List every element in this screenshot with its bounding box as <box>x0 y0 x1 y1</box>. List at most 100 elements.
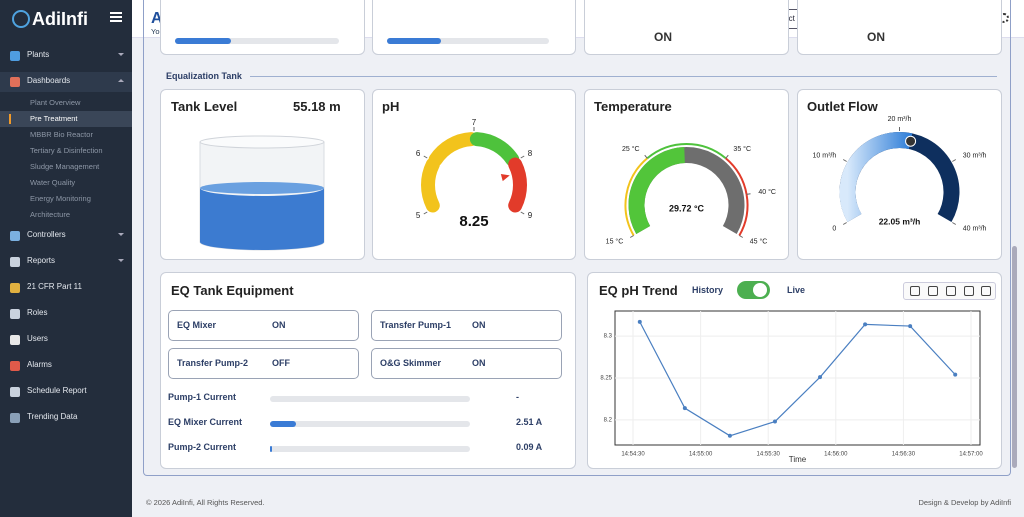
modebar-button[interactable] <box>928 286 938 296</box>
gauge-tick <box>842 222 847 225</box>
current-fill <box>270 421 296 427</box>
card-partial <box>372 0 576 55</box>
gauge-tick-label: 7 <box>472 118 477 127</box>
menu-item[interactable]: Controllers <box>27 230 66 239</box>
tank-rim <box>199 135 325 149</box>
equipment-name: Transfer Pump-2 <box>177 358 249 368</box>
menu-item[interactable]: Trending Data <box>27 412 78 421</box>
menu-item[interactable]: Schedule Report <box>27 386 87 395</box>
current-value: 0.09 A <box>516 442 543 452</box>
card-partial <box>584 0 789 55</box>
gauge-band <box>738 194 749 236</box>
submenu-item[interactable]: Water Quality <box>30 178 76 187</box>
card-partial <box>160 0 365 55</box>
gauge-value: 22.05 m³/h <box>879 216 921 226</box>
submenu-item[interactable]: Sludge Management <box>30 162 100 171</box>
graphic: 22.05 m³/h 0 10 m³/h 20 m³/h 30 m³/h 40 m³/h <box>813 116 987 233</box>
graphic <box>199 135 325 251</box>
modebar-button[interactable] <box>910 286 920 296</box>
current-track <box>270 446 470 452</box>
logo-icon <box>12 10 30 28</box>
gauge-tick <box>952 159 957 162</box>
equipment-box <box>371 348 562 379</box>
menu-item[interactable]: Plants <box>27 50 50 59</box>
menu-icon <box>10 283 20 293</box>
card <box>797 89 1002 260</box>
menu-item[interactable]: Dashboards <box>27 76 71 85</box>
card-title: pH <box>382 99 400 114</box>
menu-item[interactable]: Reports <box>27 256 56 265</box>
submenu-item[interactable]: Plant Overview <box>30 98 81 107</box>
current-value: - <box>516 392 519 402</box>
gauge-tick-label: 0 <box>832 225 836 232</box>
menu-icon <box>10 335 20 345</box>
gauge-band <box>725 157 748 195</box>
status: ON <box>654 30 672 44</box>
menu-caret <box>118 79 124 82</box>
gauge-tick-label: 30 m³/h <box>963 152 987 159</box>
equipment-box <box>371 310 562 341</box>
submenu-item[interactable]: Energy Monitoring <box>30 194 91 203</box>
menu-item[interactable]: Users <box>27 334 48 343</box>
modebar-button[interactable] <box>981 286 991 296</box>
card-partial <box>797 0 1002 55</box>
graphic: 8.25 5 6 7 8 9 <box>416 118 533 230</box>
footer-right: Design & Develop by AdiInfi <box>918 498 1011 507</box>
gauge-tick-label: 40 °C <box>758 188 776 196</box>
card-title: Tank Level <box>171 99 238 114</box>
menu-item[interactable]: Alarms <box>27 360 52 369</box>
modebar-button[interactable] <box>964 286 974 296</box>
tank-water <box>200 188 324 250</box>
footer-left: © 2026 AdiInfi, All Rights Reserved. <box>146 498 265 507</box>
menu-item[interactable]: Roles <box>27 308 48 317</box>
section-rule <box>250 76 997 77</box>
progress-track <box>175 38 339 44</box>
gauge-tick <box>842 159 847 162</box>
logo: AdiInfi <box>32 9 88 29</box>
current-name: EQ Mixer Current <box>168 417 243 427</box>
card <box>584 89 789 260</box>
current-name: Pump-2 Current <box>168 442 237 452</box>
gauge-value: 29.72 °C <box>669 203 705 213</box>
equipment-status: OFF <box>272 358 290 368</box>
menu-toggle[interactable] <box>110 12 122 14</box>
gauge-tick <box>520 155 525 159</box>
gauge-tick-label: 10 m³/h <box>813 152 837 159</box>
gauge-tick <box>725 154 729 159</box>
current-track <box>270 396 470 402</box>
card-title: EQ pH Trend <box>599 283 678 298</box>
gauge-tick-label: 40 m³/h <box>963 225 987 232</box>
current-value: 2.51 A <box>516 417 543 427</box>
submenu-item[interactable]: MBBR Bio Reactor <box>30 130 93 139</box>
gauge-tick <box>644 154 648 159</box>
gauge-tick-label: 15 °C <box>606 237 624 245</box>
modebar-button[interactable] <box>946 286 956 296</box>
gauge-tick <box>520 211 525 215</box>
toggle-label[interactable]: History <box>692 285 724 295</box>
gauge-tick <box>746 193 751 195</box>
progress-fill <box>175 38 231 44</box>
menu-item[interactable]: 21 CFR Part 11 <box>27 282 82 291</box>
gauge-tick-label: 6 <box>416 149 421 158</box>
card-title: Outlet Flow <box>807 99 878 114</box>
panel <box>143 0 1011 476</box>
status: ON <box>867 30 885 44</box>
gauge-marker <box>905 135 917 147</box>
graphic: 29.72 °C 15 °C 25 °C 35 °C 40 °C 45 °C <box>606 143 776 245</box>
gauge-band <box>428 132 479 167</box>
menu-icon <box>10 231 20 241</box>
toggle-label[interactable]: Live <box>787 285 806 295</box>
gauge-tick-label: 5 <box>416 211 421 220</box>
submenu-item[interactable]: Tertiary & Disinfection <box>30 146 103 155</box>
submenu-active-bg <box>0 111 132 127</box>
menu-icon <box>10 387 20 397</box>
equipment-name: Transfer Pump-1 <box>380 320 452 330</box>
menu-icon <box>10 77 20 87</box>
submenu-item[interactable]: Pre Treatment <box>30 114 78 123</box>
gauge-band <box>508 157 527 213</box>
menu-icon <box>10 413 20 423</box>
gauge-tick <box>952 222 957 225</box>
current-fill <box>270 446 272 452</box>
submenu-item[interactable]: Architecture <box>30 210 71 219</box>
